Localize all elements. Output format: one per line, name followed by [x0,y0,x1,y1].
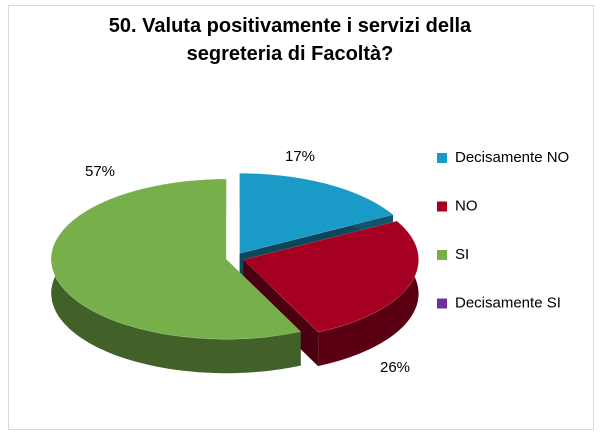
slice [243,220,419,333]
legend-label: NO [455,197,478,214]
data-label: 26% [380,359,410,376]
chart-frame [8,5,594,430]
data-label: 57% [85,163,115,180]
legend-swatch [437,250,447,260]
legend-swatch [437,298,447,309]
chart-title: 50. Valuta positivamente i servizi della… [108,15,472,65]
data-label: 17% [285,148,315,165]
slice [50,178,302,340]
legend-swatch [437,201,447,212]
slice-side [318,221,419,367]
legend-label: Decisamente SI [455,294,561,311]
legend-label: Decisamente NO [455,149,569,166]
legend-label: SI [455,246,469,263]
legend-swatch [437,153,447,163]
slice [239,173,394,254]
